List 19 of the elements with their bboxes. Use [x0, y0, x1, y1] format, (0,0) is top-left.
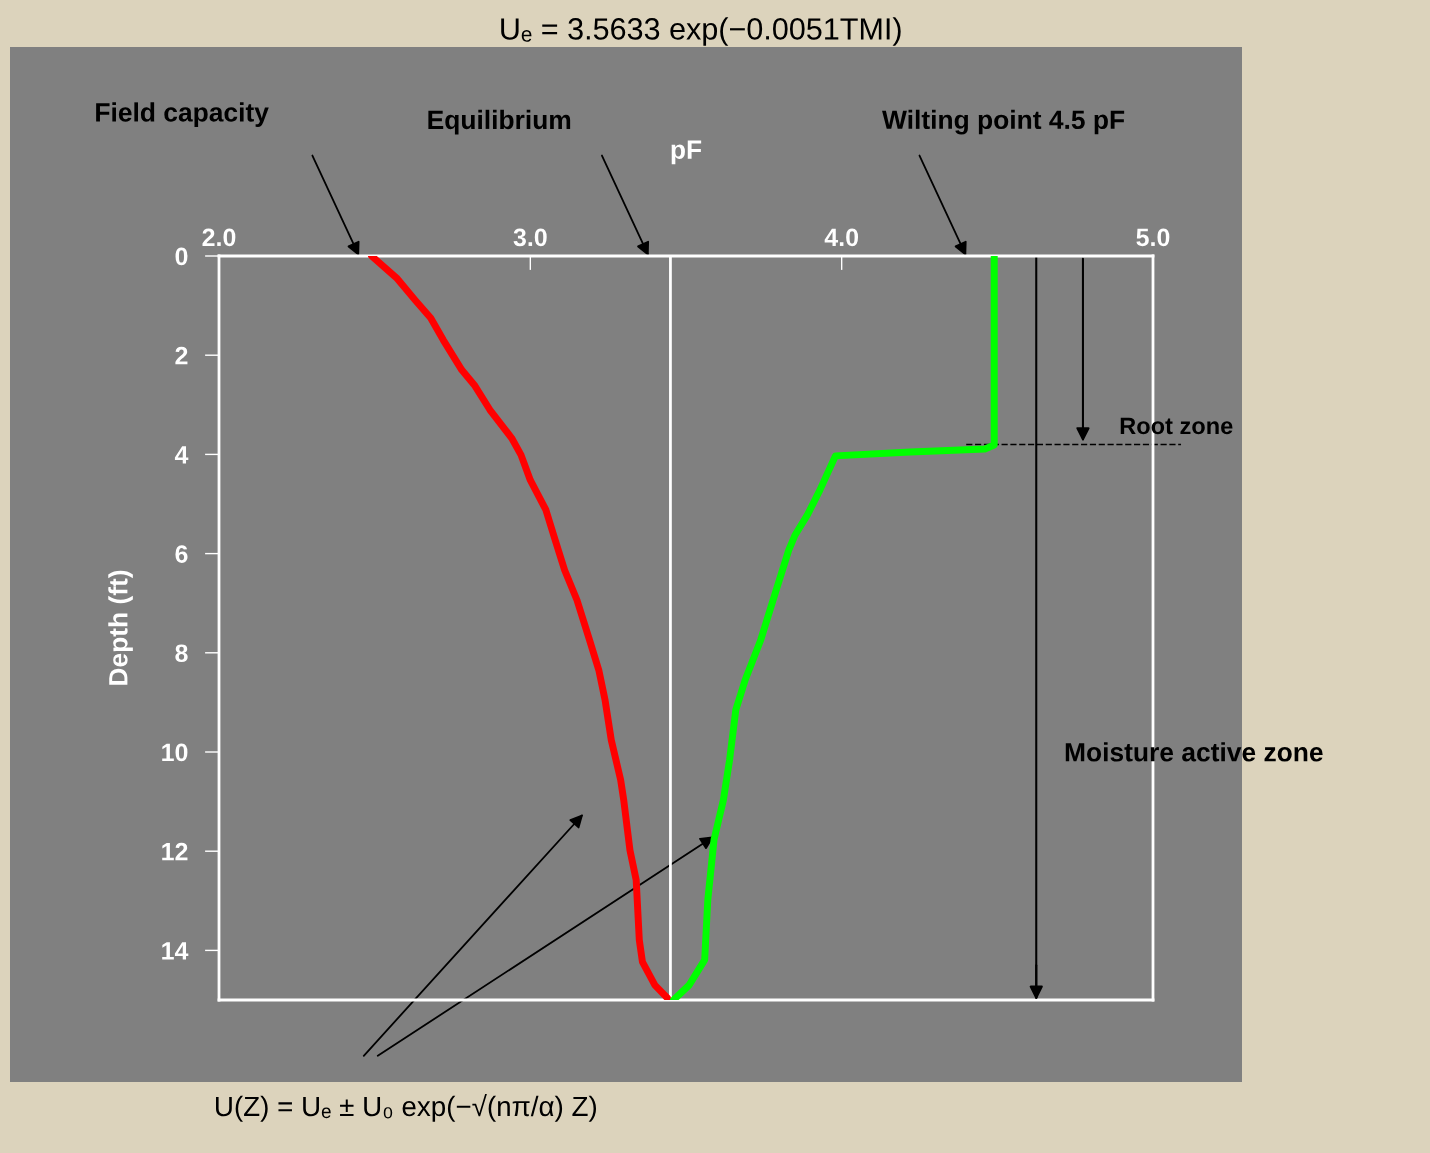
- y-tick-label: 4: [174, 446, 189, 464]
- x-tick-label: 3.0: [513, 228, 547, 247]
- x-axis-title: pF: [671, 140, 702, 165]
- y-axis-title: Depth (ft): [108, 570, 133, 685]
- text: Wilting point 4.5 pF: [882, 109, 1125, 135]
- text: U(Z) = Uₑ ± U₀ exp(−√(nπ/α) Z): [216, 1094, 597, 1122]
- y-tick-label: 6: [175, 545, 188, 563]
- x-tick-label: 5.0: [1136, 228, 1170, 247]
- y-tick-label: 0: [175, 247, 188, 266]
- x-tick-label: 4.0: [824, 228, 859, 247]
- chart-title: Uₑ = 3.5633 exp(−0.0051TMI): [501, 17, 901, 46]
- y-tick-label: 2: [175, 346, 188, 365]
- y-tick-label: 12: [162, 842, 188, 861]
- text: Field capacity: [96, 102, 269, 127]
- y-tick-label: 14: [162, 942, 189, 960]
- y-tick-label: 10: [162, 743, 188, 762]
- y-tick-label: 8: [175, 644, 188, 663]
- x-tick-label: 2.0: [202, 228, 236, 247]
- text: Equilibrium: [428, 109, 571, 135]
